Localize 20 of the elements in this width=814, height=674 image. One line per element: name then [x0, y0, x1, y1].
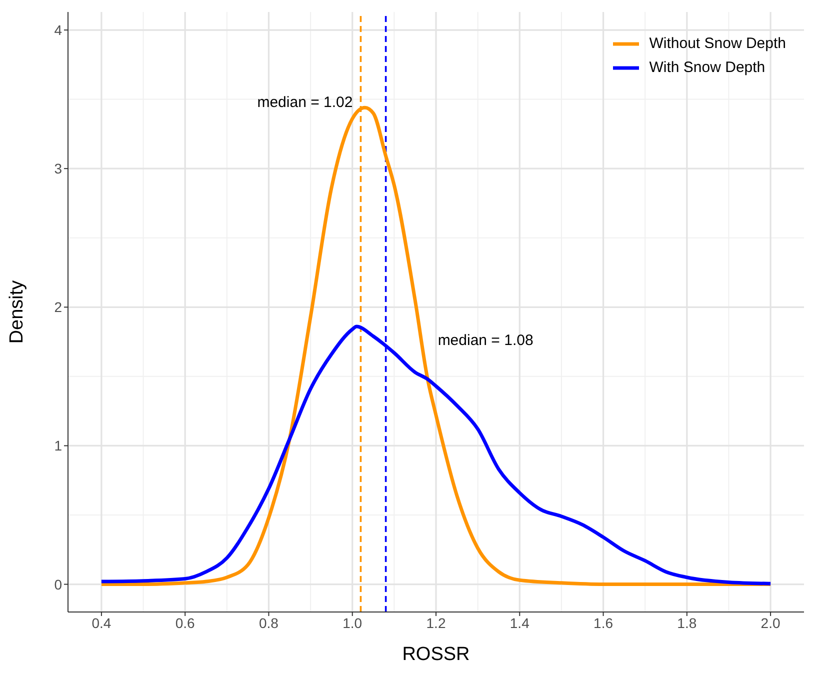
x-tick-label: 1.2: [426, 614, 446, 631]
x-axis-title: ROSSR: [402, 644, 470, 665]
y-tick-label: 2: [54, 299, 62, 316]
y-tick-label: 3: [54, 160, 62, 177]
annotation: median = 1.02: [257, 94, 353, 111]
x-tick-label: 0.8: [258, 614, 279, 631]
annotation: median = 1.08: [438, 332, 534, 349]
x-tick-label: 0.4: [92, 614, 112, 631]
y-tick-label: 0: [54, 576, 62, 592]
y-axis-title: Density: [6, 280, 28, 344]
x-tick-label: 0.6: [175, 614, 196, 631]
y-tick-label: 4: [54, 22, 62, 38]
legend-label: Without Snow Depth: [649, 34, 786, 54]
x-tick-label: 1.6: [594, 614, 614, 631]
x-tick-label: 2.0: [760, 614, 780, 631]
y-tick-label: 1: [54, 438, 62, 454]
x-tick-label: 1.4: [510, 614, 530, 631]
x-tick-label: 1.8: [677, 614, 697, 631]
x-tick-label: 1.0: [342, 614, 362, 631]
legend-label: With Snow Depth: [649, 58, 766, 78]
